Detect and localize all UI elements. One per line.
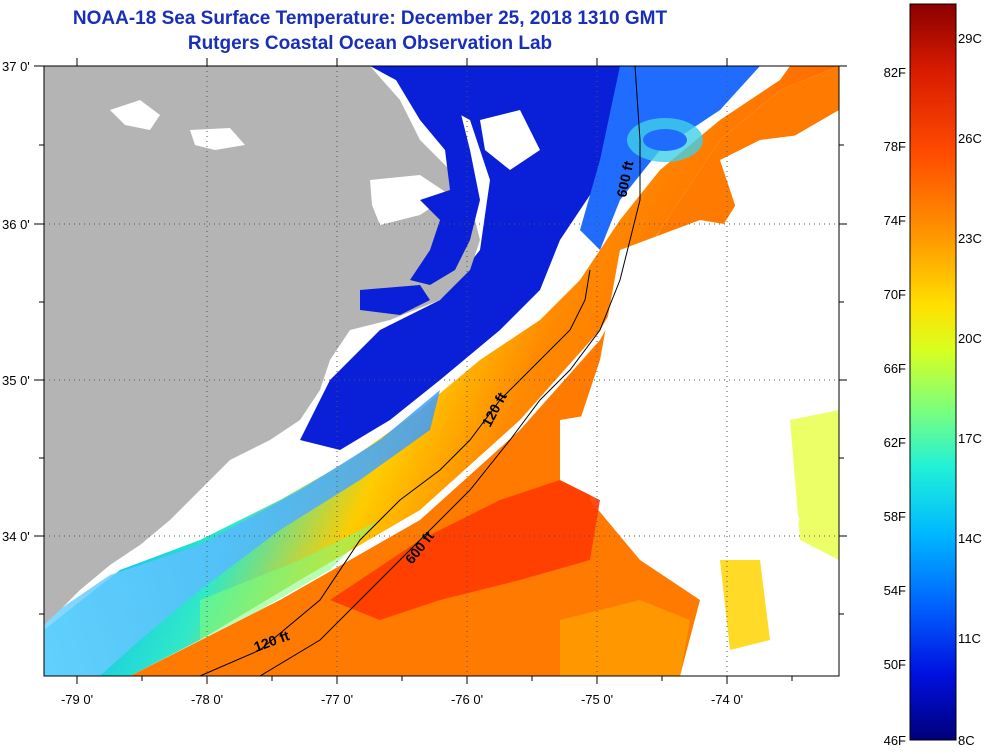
cloud-patch-north — [480, 110, 540, 170]
cb-c-17: 17C — [958, 431, 982, 446]
neuse-river — [360, 285, 430, 315]
cb-c-8: 8C — [958, 733, 975, 748]
lon-label-75: -75 0' — [581, 692, 613, 707]
cb-c-23: 23C — [958, 231, 982, 246]
lon-label-74: -74 0' — [711, 692, 743, 707]
lon-label-76: -76 0' — [451, 692, 483, 707]
warm-yellow-patch — [720, 560, 770, 650]
pamlico-sound — [390, 70, 480, 285]
cb-f-46: 46F — [884, 733, 906, 748]
albemarle-sound — [370, 175, 450, 225]
cb-f-50: 50F — [884, 657, 906, 672]
colorbar-fahrenheit-labels: 82F 78F 74F 70F 66F 62F 58F 54F 50F 46F — [884, 65, 906, 748]
cloud-patch-northeast — [720, 130, 839, 250]
cb-f-70: 70F — [884, 287, 906, 302]
cb-c-26: 26C — [958, 131, 982, 146]
axis-ticks — [34, 58, 847, 684]
gulf-stream-core — [330, 480, 600, 620]
land-north-carolina — [44, 66, 480, 625]
inland-lake-2 — [190, 128, 245, 150]
yellow-patch-east — [790, 410, 839, 560]
lat-label-36: 36 0' — [2, 217, 30, 232]
cloud-patch-mid — [560, 410, 640, 500]
lon-label-78: -78 0' — [191, 692, 223, 707]
nearshore-water — [44, 390, 440, 676]
cool-offshore-water — [580, 66, 760, 250]
contour-120ft — [199, 269, 591, 676]
map-border — [43, 65, 840, 677]
cb-f-82: 82F — [884, 65, 906, 80]
cb-f-66: 66F — [884, 361, 906, 376]
lon-label-79: -79 0' — [61, 692, 93, 707]
cb-c-20: 20C — [958, 331, 982, 346]
lat-label-35: 35 0' — [2, 373, 30, 388]
cb-f-74: 74F — [884, 213, 906, 228]
cb-c-29: 29C — [958, 31, 982, 46]
cb-f-78: 78F — [884, 139, 906, 154]
temperature-colorbar — [909, 3, 957, 741]
cloud-patch-main — [580, 220, 839, 480]
colorbar-celsius-labels: 29C 26C 23C 20C 17C 14C 11C 8C — [958, 31, 982, 748]
warm-patch — [560, 600, 690, 676]
green-band — [200, 520, 380, 640]
cb-f-54: 54F — [884, 583, 906, 598]
graticule — [44, 66, 839, 676]
inland-lake-1 — [110, 100, 160, 130]
cold-coastal-water — [300, 66, 640, 450]
cb-f-58: 58F — [884, 509, 906, 524]
map-imagery — [44, 66, 839, 676]
lat-label-34: 34 0' — [2, 529, 30, 544]
map-subtitle: Rutgers Coastal Ocean Observation Lab — [187, 33, 553, 54]
cb-c-11: 11C — [958, 631, 981, 646]
contour-label-600ft-north: 600 ft — [613, 159, 636, 198]
contour-600ft — [259, 66, 641, 676]
cb-f-62: 62F — [884, 435, 906, 450]
cb-c-14: 14C — [958, 531, 982, 546]
lon-label-77: -77 0' — [321, 692, 353, 707]
eddy-core — [643, 129, 687, 151]
lat-label-37: 37 0' — [2, 59, 30, 74]
cloud-patch-south — [700, 470, 800, 550]
map-title: NOAA-18 Sea Surface Temperature: Decembe… — [72, 8, 668, 29]
